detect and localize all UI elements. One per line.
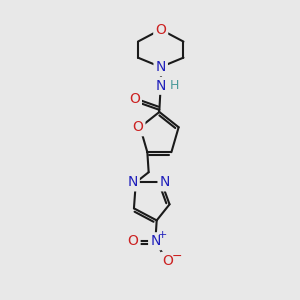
Text: O: O [133, 120, 143, 134]
Text: O: O [128, 234, 139, 248]
Text: N: N [150, 234, 161, 248]
Text: O: O [129, 92, 140, 106]
Text: O: O [155, 22, 166, 37]
Text: +: + [158, 230, 167, 240]
Text: H: H [169, 79, 179, 92]
Text: N: N [155, 79, 166, 93]
Text: N: N [160, 176, 170, 189]
Text: −: − [172, 250, 183, 263]
Text: N: N [128, 176, 138, 189]
Text: O: O [162, 254, 173, 268]
Text: N: N [155, 60, 166, 74]
